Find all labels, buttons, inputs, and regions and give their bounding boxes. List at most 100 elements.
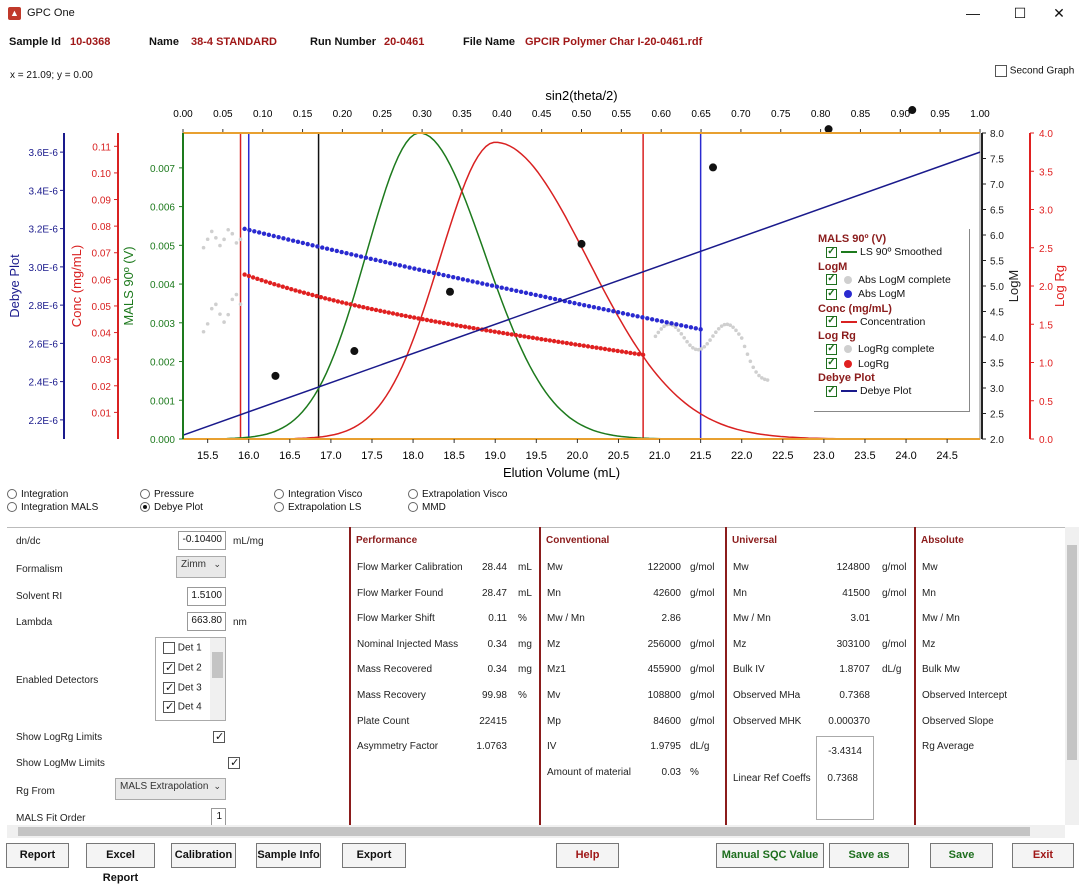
detector-3[interactable]: Det 3 bbox=[163, 681, 202, 694]
legend-item[interactable]: ✓ Abs LogM bbox=[818, 287, 965, 302]
radio-integration-mals-dot[interactable] bbox=[7, 502, 17, 513]
universal-row-unit: g/mol bbox=[882, 638, 907, 650]
detector-2[interactable]: Det 2 bbox=[163, 661, 202, 674]
top-tick-label: 0.65 bbox=[691, 109, 711, 120]
linear-ref-coeff-2: 0.7368 bbox=[827, 773, 858, 784]
radio-integration-dot[interactable] bbox=[7, 489, 17, 500]
sample-id-value: 10-0368 bbox=[70, 36, 111, 48]
calibration-button[interactable]: Calibration bbox=[171, 843, 236, 868]
lambda-input[interactable]: 663.80 bbox=[187, 612, 226, 631]
logrg-point bbox=[611, 348, 616, 353]
detector-4[interactable]: Det 4 bbox=[163, 700, 202, 713]
logrg-point bbox=[314, 293, 319, 299]
radio-debye-plot-dot[interactable] bbox=[140, 502, 150, 513]
lambda-unit: nm bbox=[233, 617, 247, 628]
excel-report-button[interactable]: Excel Report bbox=[86, 843, 155, 884]
legend-item[interactable]: ✓ LogRg bbox=[818, 357, 965, 372]
detector-1-checkbox[interactable] bbox=[163, 642, 175, 654]
export-button[interactable]: Export bbox=[342, 843, 406, 868]
radio-mmd-dot[interactable] bbox=[408, 502, 418, 513]
help-button[interactable]: Help bbox=[556, 843, 619, 868]
legend-item-checkbox[interactable]: ✓ bbox=[826, 315, 837, 328]
radio-integration-visco-dot[interactable] bbox=[274, 489, 284, 500]
horizontal-scroll-thumb[interactable] bbox=[18, 827, 1030, 836]
detector-1[interactable]: Det 1 bbox=[163, 642, 202, 654]
maximize-button[interactable]: ☐ bbox=[1013, 5, 1027, 21]
detector-3-checkbox[interactable] bbox=[163, 681, 175, 694]
second-graph-checkbox[interactable] bbox=[995, 65, 1007, 77]
logrg-axis-title: Log Rg bbox=[1052, 265, 1067, 307]
logrg-point bbox=[386, 310, 391, 315]
radio-extrapolation-ls[interactable]: Extrapolation LS bbox=[274, 502, 361, 513]
detector-2-checkbox[interactable] bbox=[163, 661, 175, 674]
performance-row-label: Flow Marker Shift bbox=[357, 613, 435, 625]
legend-item-checkbox[interactable]: ✓ bbox=[826, 357, 837, 370]
save-as-button[interactable]: Save as bbox=[829, 843, 909, 868]
radio-pressure[interactable]: Pressure bbox=[140, 489, 194, 500]
abs-logm-point bbox=[373, 257, 378, 263]
radio-integration-mals[interactable]: Integration MALS bbox=[7, 502, 98, 513]
chart-legend: MALS 90º (V) ✓ LS 90º Smoothed LogM ✓ Abs Log… bbox=[814, 229, 970, 412]
second-graph-toggle[interactable]: Second Graph bbox=[995, 65, 1074, 77]
legend-item-checkbox[interactable]: ✓ bbox=[826, 245, 837, 258]
detectors-scroll-thumb[interactable] bbox=[212, 652, 223, 678]
logrg-point bbox=[433, 319, 438, 324]
detectors-scrollbar[interactable] bbox=[210, 638, 225, 720]
manual-sqc-value-button[interactable]: Manual SQC Value bbox=[716, 843, 824, 868]
top-tick-label: 0.75 bbox=[771, 109, 791, 120]
radio-debye-plot[interactable]: Debye Plot bbox=[140, 502, 203, 513]
linear-ref-coeffs-box[interactable] bbox=[816, 736, 874, 820]
universal-row-value: 0.7368 bbox=[839, 690, 870, 701]
top-tick-label: 0.70 bbox=[731, 109, 751, 120]
legend-item[interactable]: ✓ LS 90º Smoothed bbox=[818, 245, 965, 260]
legend-item[interactable]: ✓ Abs LogM complete bbox=[818, 273, 965, 288]
mals-axis-title: MALS 90º (V) bbox=[121, 246, 136, 325]
radio-extrapolation-ls-dot[interactable] bbox=[274, 502, 284, 513]
exit-button[interactable]: Exit bbox=[1012, 843, 1074, 868]
abs-logm-complete-point bbox=[693, 347, 698, 352]
legend-item-checkbox[interactable]: ✓ bbox=[826, 287, 837, 300]
abs-logm-complete-point bbox=[748, 359, 753, 364]
legend-item[interactable]: ✓ Debye Plot bbox=[818, 384, 965, 399]
x-tick-label: 20.0 bbox=[567, 450, 588, 462]
abs-logm-point bbox=[276, 234, 281, 240]
vertical-scroll-thumb[interactable] bbox=[1067, 545, 1077, 760]
legend-item-checkbox[interactable]: ✓ bbox=[826, 273, 837, 286]
solvent-ri-input[interactable]: 1.5100 bbox=[187, 587, 226, 606]
radio-mmd[interactable]: MMD bbox=[408, 502, 446, 513]
absolute-title: Absolute bbox=[921, 535, 964, 546]
close-button[interactable]: ✕ bbox=[1053, 5, 1065, 21]
radio-extrapolation-visco[interactable]: Extrapolation Visco bbox=[408, 489, 507, 500]
sample-info-button[interactable]: Sample Info bbox=[256, 843, 321, 868]
performance-row-value: 0.11 bbox=[488, 613, 507, 625]
x-tick-label: 18.5 bbox=[443, 450, 464, 462]
legend-item[interactable]: ✓ LogRg complete bbox=[818, 342, 965, 357]
performance-row-unit: mg bbox=[518, 664, 532, 676]
performance-row-label: Asymmetry Factor bbox=[357, 741, 439, 753]
x-tick-label: 15.5 bbox=[197, 450, 218, 462]
minimize-button[interactable]: — bbox=[966, 5, 980, 21]
legend-item-checkbox[interactable]: ✓ bbox=[826, 342, 837, 355]
show-logmw-checkbox[interactable] bbox=[228, 756, 241, 770]
logm-tick-label: 5.0 bbox=[990, 282, 1004, 293]
conventional-row-label: Mv bbox=[547, 690, 561, 701]
abs-logm-point bbox=[247, 227, 252, 233]
x-tick-label: 19.0 bbox=[485, 450, 506, 462]
top-tick-label: 0.20 bbox=[333, 109, 353, 120]
rg-from-dropdown[interactable]: MALS Extrapolation ⌄ bbox=[115, 778, 226, 800]
abs-logm-point bbox=[548, 295, 553, 301]
logrg-point bbox=[259, 277, 264, 283]
dndc-input[interactable]: -0.10400 bbox=[178, 531, 226, 550]
radio-pressure-dot[interactable] bbox=[140, 489, 150, 500]
radio-integration-visco[interactable]: Integration Visco bbox=[274, 489, 362, 500]
radio-extrapolation-visco-dot[interactable] bbox=[408, 489, 418, 500]
coordinate-readout: x = 21.09; y = 0.00 bbox=[10, 70, 93, 81]
detector-4-checkbox[interactable] bbox=[163, 700, 175, 713]
save-button[interactable]: Save bbox=[930, 843, 993, 868]
legend-item[interactable]: ✓ Concentration bbox=[818, 315, 965, 330]
formalism-dropdown[interactable]: Zimm ⌄ bbox=[176, 556, 226, 578]
legend-item-checkbox[interactable]: ✓ bbox=[826, 384, 837, 397]
radio-integration[interactable]: Integration bbox=[7, 489, 68, 500]
report-button[interactable]: Report bbox=[6, 843, 69, 868]
show-logrg-checkbox[interactable] bbox=[213, 730, 225, 744]
